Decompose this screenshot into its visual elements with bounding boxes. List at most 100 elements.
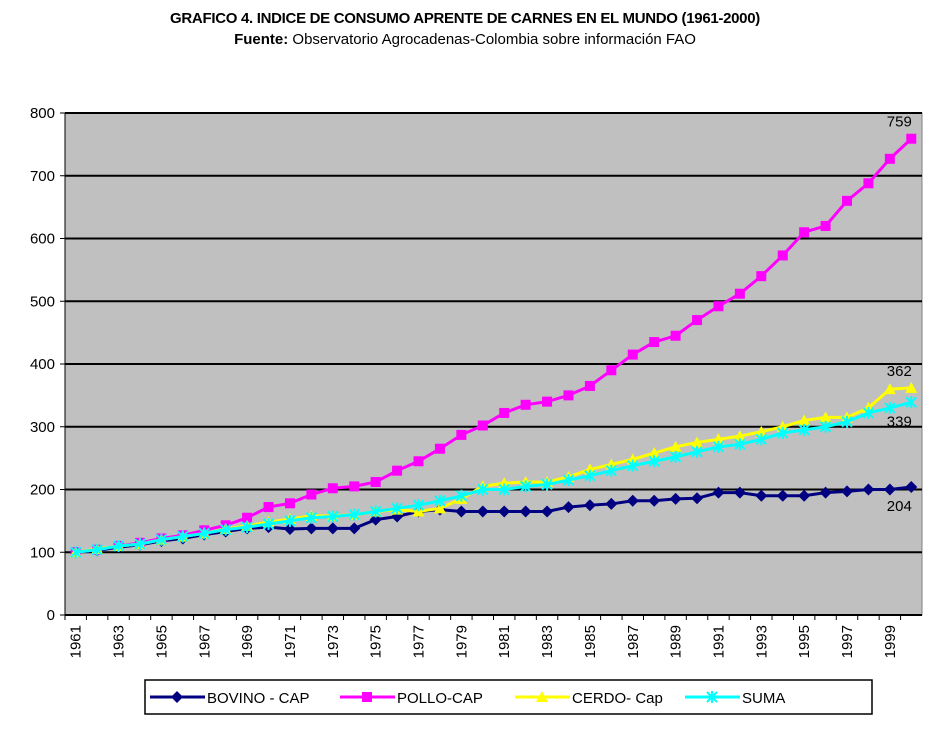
legend-label: POLLO-CAP [397, 690, 483, 707]
marker [819, 486, 832, 499]
data-label: 339 [887, 413, 912, 430]
marker [134, 538, 146, 551]
marker [455, 489, 468, 502]
x-tick-label: 1979 [453, 625, 470, 658]
marker [455, 505, 468, 518]
marker [542, 396, 553, 407]
marker [669, 450, 682, 463]
marker [627, 349, 638, 360]
marker [777, 250, 788, 261]
marker [583, 499, 596, 512]
marker [713, 301, 724, 312]
marker [755, 489, 768, 502]
source-label: Fuente: [234, 31, 289, 48]
marker [884, 153, 895, 164]
marker [605, 497, 618, 510]
marker [648, 494, 661, 507]
marker [905, 480, 918, 493]
marker [284, 514, 296, 527]
x-tick-label: 1983 [539, 625, 556, 658]
marker [198, 527, 210, 540]
marker [305, 522, 318, 535]
x-tick-label: 1993 [753, 625, 770, 658]
chart-title: GRAFICO 4. INDICE DE CONSUMO APRENTE DE … [170, 10, 760, 27]
x-tick-label: 1961 [68, 625, 85, 658]
x-tick-label: 1997 [839, 625, 856, 658]
y-tick-label: 400 [30, 356, 55, 373]
marker [691, 436, 704, 448]
marker [326, 522, 339, 535]
marker [734, 288, 745, 299]
marker [706, 691, 718, 703]
marker [820, 220, 831, 231]
marker [691, 445, 703, 458]
marker [283, 523, 296, 536]
marker [348, 522, 361, 535]
marker [476, 505, 489, 518]
marker [434, 494, 446, 507]
marker [648, 447, 661, 459]
marker [498, 483, 510, 496]
marker [648, 455, 660, 468]
marker [306, 489, 317, 500]
marker [777, 427, 789, 440]
x-tick-label: 1975 [368, 625, 385, 658]
series-line [75, 485, 912, 554]
x-tick-label: 1999 [882, 625, 899, 658]
title-block: GRAFICO 4. INDICE DE CONSUMO APRENTE DE … [0, 8, 930, 48]
marker [733, 430, 746, 442]
marker [862, 483, 875, 496]
marker [91, 543, 103, 556]
marker [349, 481, 360, 492]
marker [606, 365, 617, 376]
marker [369, 513, 382, 526]
x-tick-label: 1989 [668, 625, 685, 658]
marker [112, 539, 125, 552]
marker [755, 433, 768, 446]
data-label: 759 [887, 114, 912, 131]
x-tick-label: 1965 [153, 625, 170, 658]
marker [692, 315, 703, 326]
marker [541, 505, 554, 518]
marker [584, 469, 596, 482]
marker [712, 440, 725, 453]
x-tick-label: 1963 [111, 625, 128, 658]
x-tick-label: 1987 [625, 625, 642, 658]
x-tick-label: 1985 [582, 625, 599, 658]
data-label: 362 [887, 363, 912, 380]
marker [177, 530, 189, 543]
marker [883, 383, 896, 395]
marker [477, 483, 489, 496]
marker [391, 502, 403, 515]
marker [305, 511, 318, 524]
marker [412, 499, 425, 512]
marker [755, 425, 768, 437]
marker [842, 195, 853, 206]
source-text: Observatorio Agrocadenas-Colombia sobre … [292, 31, 696, 48]
x-tick-label: 1981 [496, 625, 513, 658]
marker [756, 271, 767, 282]
marker [327, 510, 339, 523]
marker [171, 691, 183, 703]
legend-label: SUMA [742, 690, 785, 707]
marker [536, 691, 548, 702]
y-tick-label: 0 [47, 607, 55, 624]
marker [456, 429, 467, 440]
marker [433, 502, 446, 514]
series [70, 396, 917, 559]
y-tick-label: 500 [30, 293, 55, 310]
marker [219, 523, 232, 536]
y-tick-label: 800 [30, 105, 55, 122]
marker [348, 508, 360, 521]
x-tick-label: 1995 [796, 625, 813, 658]
marker [499, 407, 510, 418]
marker [284, 498, 295, 509]
marker [242, 512, 253, 523]
y-tick-label: 200 [30, 482, 55, 499]
marker [649, 337, 660, 348]
marker [520, 399, 531, 410]
legend-box [144, 679, 873, 715]
marker [584, 380, 595, 391]
